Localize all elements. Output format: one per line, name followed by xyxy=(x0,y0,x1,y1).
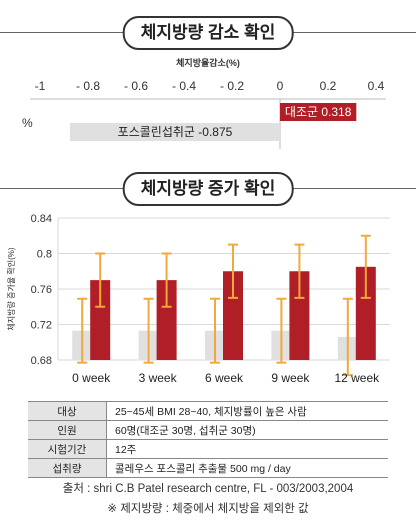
y-axis-label: 체지방량 증가율 확인(%) xyxy=(6,247,16,330)
x-tick-label: - 0.8 xyxy=(76,79,100,93)
y-tick-label: 0.84 xyxy=(31,213,52,225)
row-value: 12주 xyxy=(106,439,388,459)
study-info-table: 대상 25~45세 BMI 28~40, 체지방률이 높은 사람 인원 60명(대조군… xyxy=(28,401,388,478)
row-value: 60명(대조군 30명, 섭취군 30명) xyxy=(106,420,388,440)
bar xyxy=(355,266,376,360)
y-tick-label: 0.8 xyxy=(37,249,52,261)
x-tick-label: 0 week xyxy=(72,371,111,385)
x-tick-label: 3 week xyxy=(139,371,178,385)
bar xyxy=(70,123,280,141)
x-tick-label: -1 xyxy=(35,79,46,93)
chart-title: 체지방율감소(%) xyxy=(176,57,240,68)
table-row: 시험기간 12주 xyxy=(28,439,388,459)
definition-note: ※ 제지방량 : 체중에서 체지방을 제외한 값 xyxy=(107,503,309,515)
fat-ratio-decrease-chart: 체지방율감소(%) -1 - 0.8 - 0.6 - 0.4 - 0.2 0 0.2 0.4% 대… xyxy=(22,57,386,149)
row-label: 인원 xyxy=(28,420,107,440)
x-tick-label: 0.4 xyxy=(368,79,385,93)
x-tick-label: 6 week xyxy=(205,371,244,385)
row-label: 섭취량 xyxy=(28,458,107,478)
x-tick-label: - 0.4 xyxy=(172,79,196,93)
source-note: 출처 : shri C.B Patel research centre, FL … xyxy=(62,483,354,495)
row-value: 콜레우스 포스콜리 추출물 500 mg / day xyxy=(106,458,388,478)
table-row: 섭취량 콜레우스 포스콜리 추출물 500 mg / day xyxy=(28,458,388,478)
y-unit-label: % xyxy=(22,116,33,130)
y-tick-label: 0.68 xyxy=(31,355,52,367)
x-tick-label: 9 week xyxy=(271,371,310,385)
bar xyxy=(289,271,310,360)
lean-mass-increase-chart: 0.68 0.72 0.76 0.8 0.84 체지방량 증가율 확인(%) 0 week 3… xyxy=(6,213,390,385)
x-tick-label: 0 xyxy=(277,79,284,93)
x-tick-label: 0.2 xyxy=(320,79,337,93)
row-label: 시험기간 xyxy=(28,439,107,459)
x-tick-label: 12 week xyxy=(334,371,380,385)
y-tick-label: 0.76 xyxy=(31,284,52,296)
row-label: 대상 xyxy=(28,401,107,421)
x-tick-label: - 0.6 xyxy=(124,79,148,93)
section-title-label: 체지방량 감소 확인 xyxy=(122,16,294,50)
x-tick-label: - 0.2 xyxy=(220,79,244,93)
bar xyxy=(90,280,111,360)
bar-label: 대조군 0.318 xyxy=(285,105,352,119)
bar-label: 포스콜린섭취군 -0.875 xyxy=(118,125,233,139)
section-title-decrease: 체지방량 감소 확인 xyxy=(0,16,416,50)
table-row: 인원 60명(대조군 30명, 섭취군 30명) xyxy=(28,420,388,440)
section-title-label: 체지방량 증가 확인 xyxy=(122,172,294,206)
bar xyxy=(280,103,357,121)
y-tick-label: 0.72 xyxy=(31,320,52,332)
section-title-increase: 체지방량 증가 확인 xyxy=(0,172,416,206)
row-value: 25~45세 BMI 28~40, 체지방률이 높은 사람 xyxy=(106,401,388,421)
bar xyxy=(223,271,243,360)
table-row: 대상 25~45세 BMI 28~40, 체지방률이 높은 사람 xyxy=(28,401,388,421)
bar xyxy=(156,280,177,360)
